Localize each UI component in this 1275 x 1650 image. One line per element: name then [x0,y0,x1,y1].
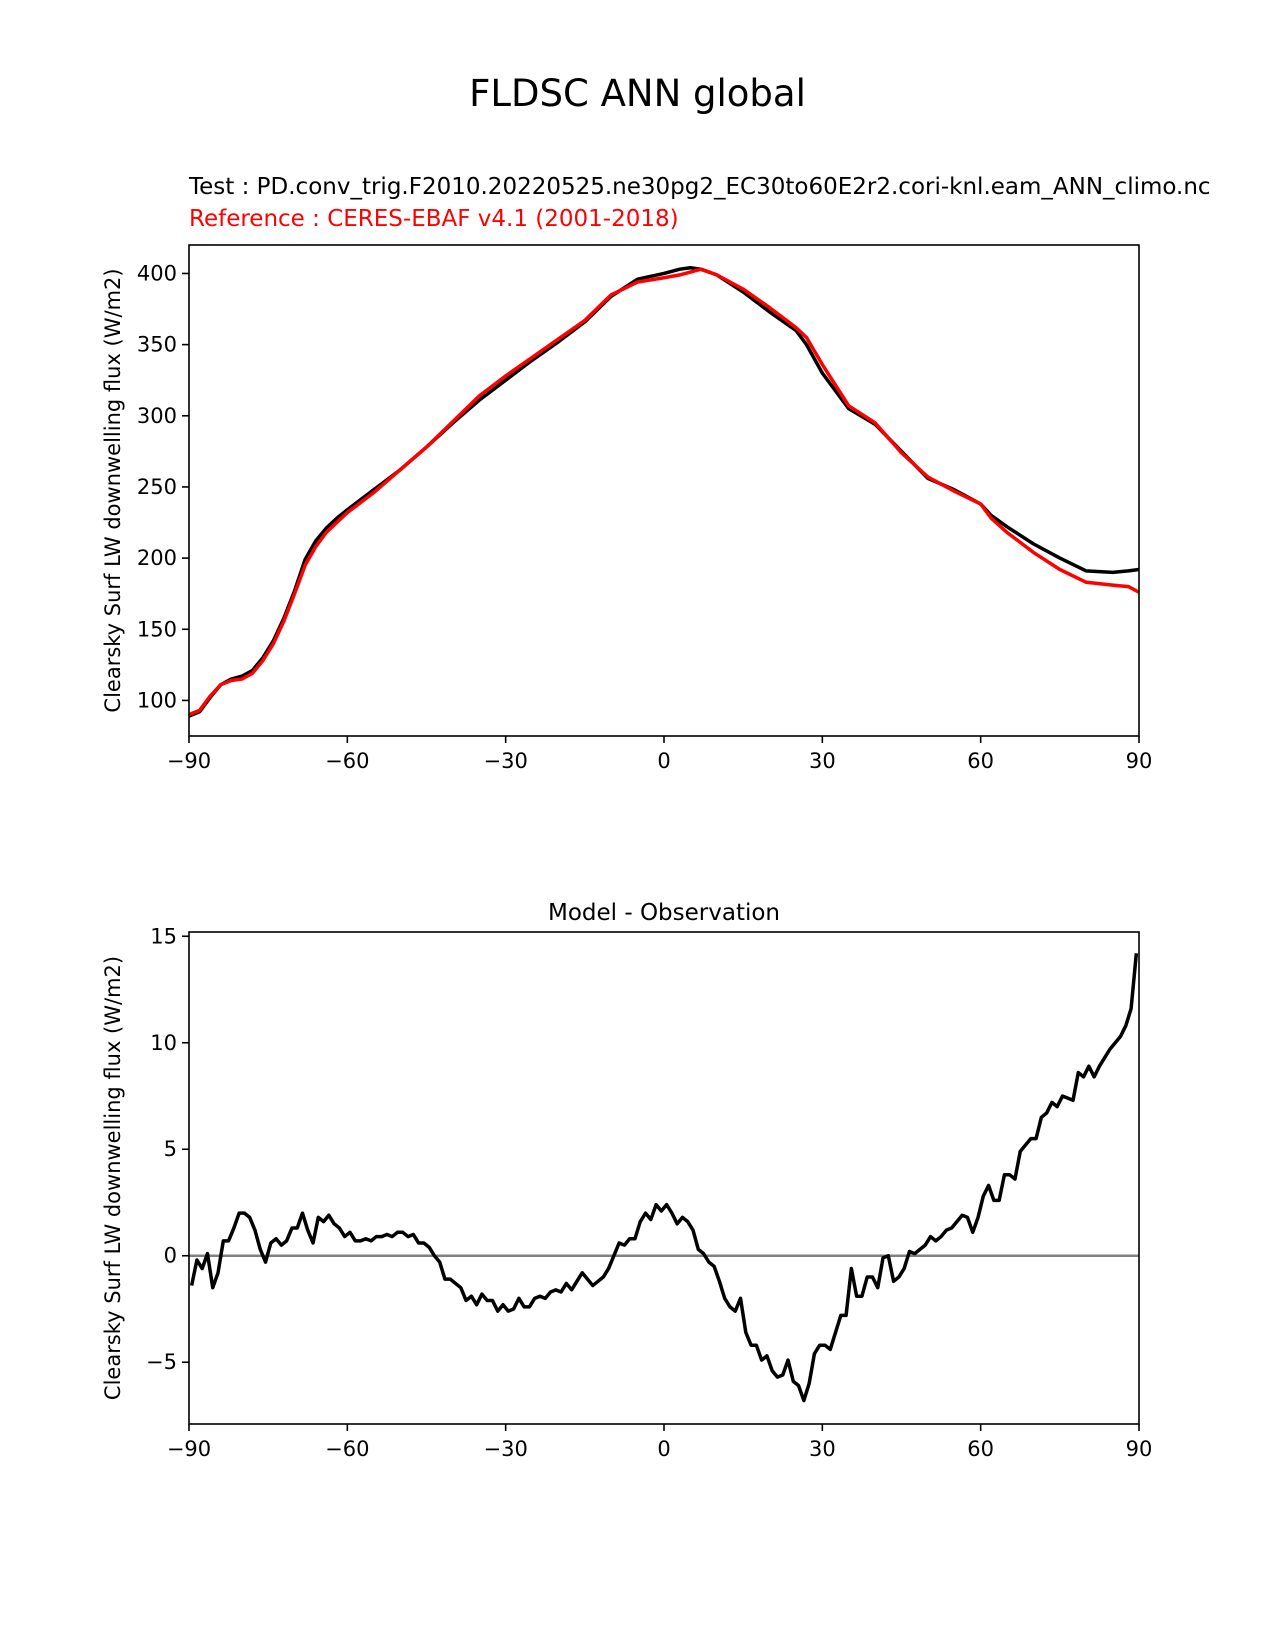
top-ytick-label: 150 [137,617,177,641]
top-xtick-label: 90 [1126,749,1153,773]
top-xtick-label: 30 [809,749,836,773]
bottom-xtick-label: 60 [967,1437,994,1461]
bottom-ytick-label: 5 [164,1137,177,1161]
bottom-axes-frame [188,931,1140,1425]
bottom-xtick-label: 30 [809,1437,836,1461]
bottom-ytick-label: 0 [164,1244,177,1268]
top-xtick-label: −30 [484,749,528,773]
top-xtick-label: 60 [967,749,994,773]
bottom-xtick-label: −90 [167,1437,211,1461]
top-series-line-0 [188,266,1140,718]
top-ytick-label: 200 [137,546,177,570]
bottom-ytick-label: 15 [150,924,177,948]
top-xtick-label: −90 [167,749,211,773]
top-xtick-label: 0 [657,749,670,773]
top-ylabel: Clearsky Surf LW downwelling flux (W/m2) [101,268,125,712]
top-ytick-label: 300 [137,404,177,428]
top-xtick-label: −60 [325,749,369,773]
reference-label: Reference : CERES-EBAF v4.1 (2001-2018) [189,206,679,232]
bottom-series-line-0 [189,953,1139,1403]
figure-title: FLDSC ANN global [469,72,806,115]
bottom-xtick-label: 0 [657,1437,670,1461]
top-ytick-label: 100 [137,688,177,712]
bottom-xtick-label: −60 [325,1437,369,1461]
bottom-ylabel: Clearsky Surf LW downwelling flux (W/m2) [101,956,125,1400]
test-label: Test : PD.conv_trig.F2010.20220525.ne30p… [189,174,1211,200]
top-ytick-label: 400 [137,261,177,285]
bottom-ytick-label: −5 [146,1350,177,1374]
bottom-xtick-label: 90 [1126,1437,1153,1461]
bottom-panel: −90 −60 −30 0 30 60 90 −5 0 5 10 15 Clearsky Surf LW… [101,900,1152,1461]
top-panel: −90 −60 −30 0 30 60 90 100 150 200 250 300 350 400 Cle… [101,244,1153,773]
top-axes-frame [188,244,1140,737]
bottom-ytick-label: 10 [150,1031,177,1055]
top-series-line-1 [188,267,1140,717]
top-ytick-label: 350 [137,333,177,357]
top-ytick-label: 250 [137,475,177,499]
bottom-xtick-label: −30 [484,1437,528,1461]
bottom-panel-title: Model - Observation [548,900,780,926]
